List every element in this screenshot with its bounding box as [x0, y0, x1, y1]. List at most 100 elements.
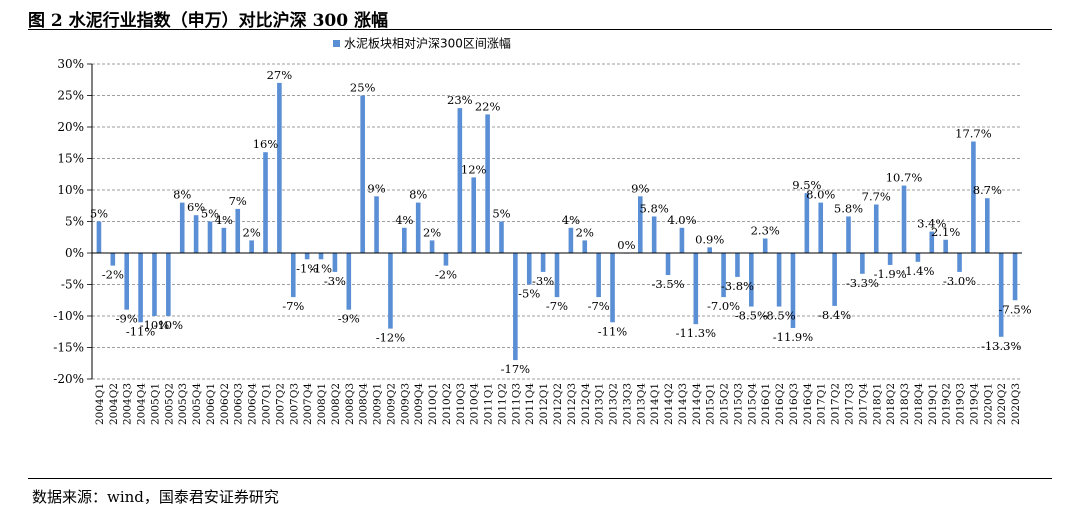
x-tick-label: 2012Q2	[552, 383, 564, 425]
bar	[665, 253, 671, 276]
source-rule	[28, 478, 1052, 479]
y-tick-label: 25%	[57, 89, 84, 103]
x-tick-label: 2018Q2	[885, 383, 897, 425]
x-tick-label: 2007Q2	[274, 383, 286, 425]
bar	[707, 247, 712, 253]
x-tick-label: 2007Q1	[261, 383, 273, 425]
x-tick-label: 2019Q1	[927, 383, 939, 425]
bar	[846, 216, 851, 253]
x-tick-label: 2013Q3	[621, 383, 633, 425]
data-label: -3%	[324, 274, 346, 288]
data-label: 17.7%	[955, 126, 992, 140]
data-label: 4.0%	[667, 213, 696, 227]
data-label: -2%	[102, 268, 124, 282]
bar	[235, 208, 241, 253]
data-label: 16%	[253, 137, 279, 151]
data-label: -9%	[116, 312, 138, 326]
bar	[179, 202, 185, 253]
x-axis-ticks: 2004Q1 2004Q2 2004Q3 2004Q4 2005Q1 2005Q2 2005…	[94, 383, 1022, 425]
bar	[499, 221, 504, 253]
bar	[721, 253, 726, 298]
bar	[249, 240, 254, 253]
x-tick-label: 2008Q2	[330, 383, 342, 425]
data-label: -3.8%	[721, 279, 754, 293]
data-label: -7%	[588, 299, 610, 313]
data-label: 2%	[576, 225, 594, 239]
x-tick-label: 2017Q4	[857, 383, 869, 425]
x-tick-label: 2011Q3	[510, 383, 522, 425]
bar	[443, 253, 449, 266]
x-tick-label: 2020Q1	[982, 383, 994, 425]
data-label: -17%	[501, 362, 531, 376]
bar	[166, 253, 171, 316]
bar	[749, 253, 754, 307]
data-label: 25%	[350, 81, 376, 95]
bar	[193, 215, 199, 253]
bar	[110, 253, 116, 266]
x-tick-label: 2009Q2	[385, 383, 397, 425]
bar	[96, 221, 102, 253]
bar	[651, 216, 657, 253]
data-label: -5%	[518, 287, 540, 301]
x-tick-label: 2007Q4	[302, 383, 314, 425]
x-tick-label: 2008Q3	[344, 383, 356, 425]
x-tick-label: 2014Q4	[691, 383, 703, 425]
data-label: -13.3%	[981, 339, 1021, 353]
data-label: 5%	[90, 207, 108, 221]
data-label: -10%	[154, 318, 184, 332]
y-tick-label: 5%	[65, 215, 84, 229]
x-tick-label: 2014Q2	[663, 383, 675, 425]
data-label: -7.0%	[707, 299, 740, 313]
bar	[402, 227, 407, 253]
bar	[596, 253, 601, 298]
data-label: 0.9%	[695, 232, 724, 246]
bar	[290, 253, 296, 298]
x-tick-label: 2004Q3	[122, 383, 134, 425]
y-tick-label: -10%	[53, 309, 84, 323]
data-label: -9%	[338, 312, 360, 326]
x-tick-label: 2016Q4	[802, 383, 814, 425]
x-tick-label: 2006Q1	[205, 383, 217, 425]
bar	[124, 253, 130, 310]
bar	[679, 227, 685, 253]
bar	[429, 240, 435, 253]
x-tick-label: 2005Q4	[191, 383, 203, 425]
bar	[915, 253, 921, 262]
data-label: -12%	[376, 331, 406, 345]
x-tick-label: 2006Q2	[219, 383, 231, 425]
x-tick-label: 2010Q4	[469, 383, 481, 425]
bar	[832, 253, 837, 306]
y-axis-ticks: 30% 25% 20% 15% 10% 5% 0% -5% -10% -15% -20%	[53, 57, 92, 386]
data-label: 8.7%	[973, 183, 1002, 197]
x-tick-label: 2020Q3	[1010, 383, 1022, 425]
x-tick-label: 2004Q2	[108, 383, 120, 425]
bar	[984, 198, 990, 253]
data-label: 9%	[367, 181, 385, 195]
bar	[762, 238, 768, 253]
data-label: 2%	[243, 225, 261, 239]
data-label: 4%	[215, 213, 233, 227]
data-label: 23%	[447, 93, 473, 107]
data-label: 2.3%	[751, 224, 780, 238]
x-tick-label: 2019Q4	[968, 383, 980, 425]
y-tick-label: 20%	[57, 120, 84, 134]
x-tick-label: 2009Q1	[372, 383, 384, 425]
legend: 水泥板块相对沪深300区间涨幅	[333, 36, 511, 51]
data-label: -8.4%	[818, 308, 851, 322]
data-label: 8.0%	[806, 188, 835, 202]
bar	[929, 231, 935, 253]
bar	[901, 185, 907, 253]
data-label: 8%	[173, 188, 191, 202]
bar	[998, 253, 1004, 337]
bar	[374, 196, 379, 253]
x-tick-label: 2011Q1	[483, 383, 495, 425]
bar	[540, 253, 546, 272]
data-label: 27%	[267, 68, 293, 82]
data-label: -11.3%	[676, 326, 716, 340]
bar	[346, 253, 352, 310]
x-tick-label: 2018Q3	[899, 383, 911, 425]
bar	[471, 177, 477, 253]
bar	[304, 253, 310, 260]
x-tick-label: 2020Q2	[996, 383, 1008, 425]
data-label: 7%	[229, 194, 247, 208]
